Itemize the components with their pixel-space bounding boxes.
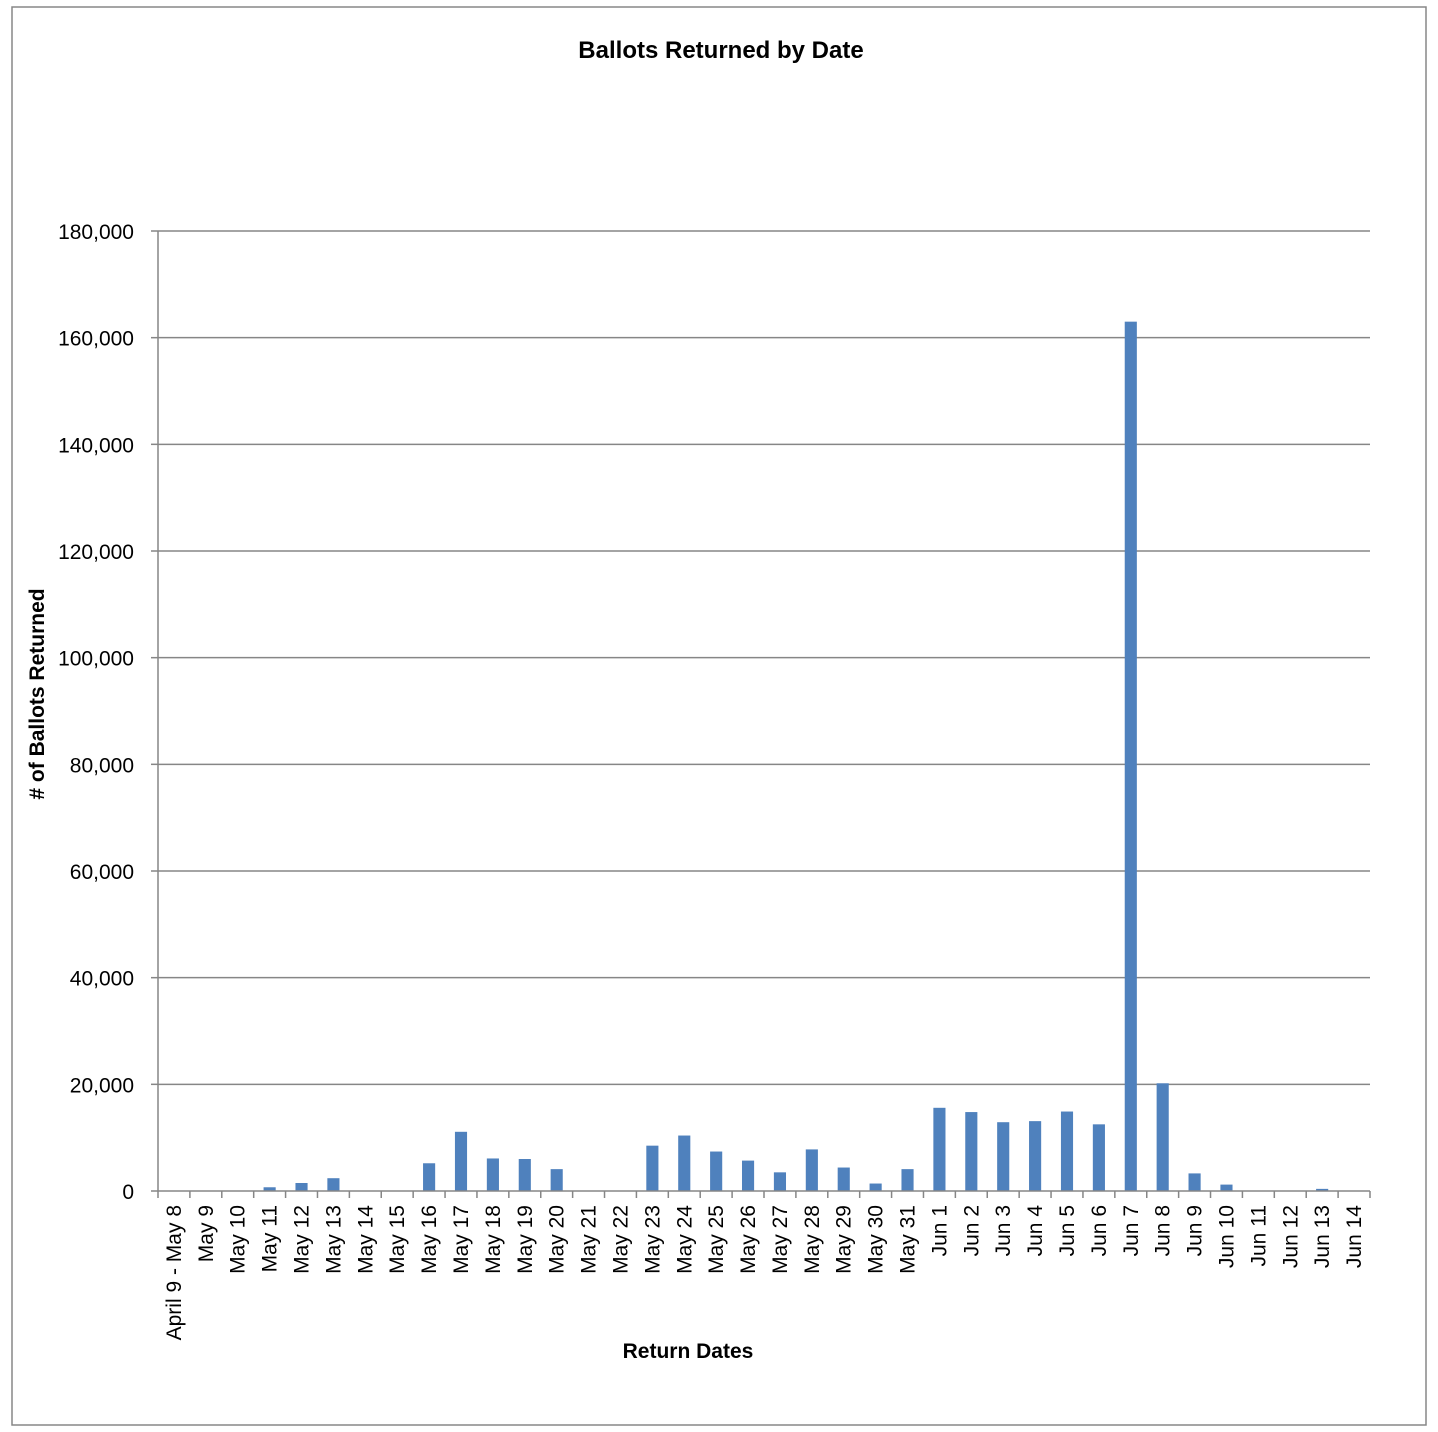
x-tick-label: Jun 2 [960,1205,983,1256]
y-tick-label: 80,000 [70,754,134,777]
bars [263,321,1329,1192]
bar [550,1169,563,1191]
bar [518,1159,531,1191]
x-tick-label: May 29 [833,1205,856,1274]
x-tick-label: Jun 7 [1120,1205,1143,1256]
bar [263,1187,276,1191]
y-axis-title: # of Ballots Returned [26,588,49,799]
x-tick-label: May 19 [514,1205,537,1274]
y-tick-label: 100,000 [58,648,134,671]
chart-title: Ballots Returned by Date [578,37,863,64]
x-tick-label: May 27 [769,1205,792,1274]
bar [295,1183,308,1191]
x-tick-label: Jun 4 [1024,1205,1047,1257]
x-tick-label: May 11 [259,1205,282,1272]
y-tick-label: 0 [122,1181,134,1204]
x-tick-label: Jun 1 [928,1205,951,1256]
bar [486,1158,499,1191]
bar [773,1172,787,1191]
axes [157,231,1370,1192]
bar [1029,1121,1042,1191]
x-tick-label: Jun 3 [992,1205,1015,1256]
bar [997,1122,1010,1191]
x-tick-label: May 30 [865,1205,888,1274]
y-tick-label: 60,000 [70,861,134,884]
y-tick-label: 140,000 [58,434,134,457]
x-tick-label: Jun 9 [1184,1205,1207,1256]
bar [1220,1184,1233,1191]
bar [741,1160,755,1191]
y-tick-label: 40,000 [70,968,134,991]
bar [678,1135,691,1191]
bar [1092,1124,1105,1191]
x-tick-label: May 21 [578,1205,601,1274]
x-tick-label: Jun 8 [1152,1205,1175,1256]
bar [901,1169,914,1191]
bar [1188,1173,1201,1191]
x-tick-label: Jun 11 [1247,1205,1270,1267]
y-tick-label: 160,000 [58,328,134,351]
y-tick-labels: 0 20,000 40,000 60,000 80,000 100,000 120,000 1… [58,221,134,1204]
x-tick-label: Jun 5 [1056,1205,1079,1256]
x-tick-label: May 14 [354,1205,377,1274]
bar [646,1145,659,1191]
y-tick-label: 180,000 [58,221,134,244]
bar [1156,1083,1169,1191]
bar [327,1178,340,1191]
bar [1316,1188,1329,1191]
x-tick-label: May 13 [322,1205,345,1274]
bar [454,1131,468,1191]
bar [710,1151,723,1191]
y-tick-label: 20,000 [70,1074,134,1097]
x-tick-label: May 12 [291,1205,314,1274]
x-tick-label: Jun 12 [1279,1205,1302,1268]
x-axis-title: Return Dates [623,1340,754,1363]
x-tick-label: May 16 [418,1205,441,1274]
x-tick-label: May 10 [227,1205,250,1274]
x-tick-label: May 20 [546,1205,569,1274]
bar [869,1183,882,1191]
x-tick-label: May 15 [386,1205,409,1274]
x-tick-label: May 9 [195,1205,218,1262]
x-tick-label: May 17 [450,1205,473,1274]
x-tick-labels: April 9 - May 8 May 9 May 10 May 11 May 12 Ma… [163,1205,1366,1341]
x-tick-label: Jun 13 [1311,1205,1334,1268]
bar [1124,321,1137,1192]
x-tick-label: May 28 [801,1205,824,1274]
bar [805,1149,818,1191]
bar [933,1107,946,1191]
x-tick-label: May 25 [705,1205,728,1274]
x-tick-label: May 31 [897,1205,920,1274]
x-tick-label: May 18 [482,1205,505,1274]
bar [965,1112,978,1191]
bar [1060,1111,1074,1191]
x-tick-label: April 9 - May 8 [163,1205,186,1340]
x-tick-label: May 24 [673,1205,696,1274]
y-tick-label: 120,000 [58,541,134,564]
bar [837,1167,850,1191]
x-tick-label: May 23 [641,1205,664,1274]
x-tick-label: Jun 6 [1088,1205,1111,1256]
x-tick-label: Jun 14 [1343,1205,1366,1268]
x-tick-label: May 26 [737,1205,760,1274]
x-tick-label: Jun 10 [1215,1205,1238,1268]
bar [423,1163,436,1191]
gridlines [151,230,1371,1198]
x-tick-label: May 22 [609,1205,632,1274]
